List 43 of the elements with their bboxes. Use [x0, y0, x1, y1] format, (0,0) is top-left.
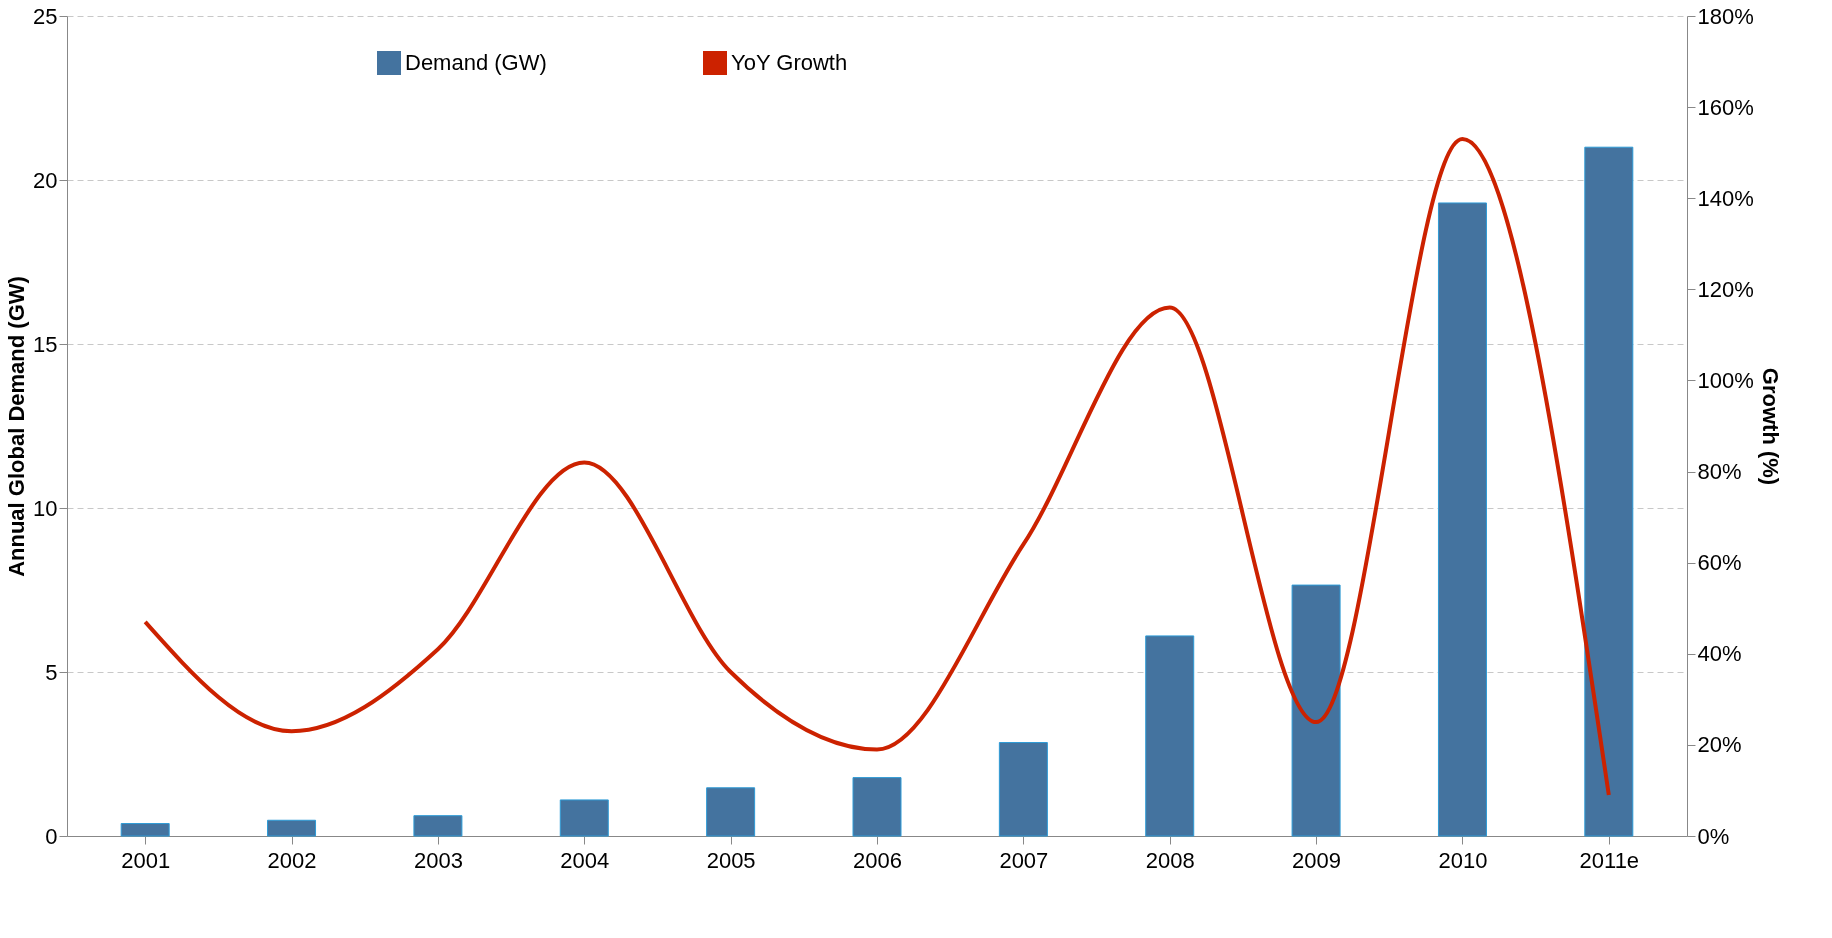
y2-tick-label: 20% [1697, 732, 1742, 758]
x-tick-label: 2006 [853, 847, 902, 873]
bar [1437, 202, 1487, 837]
y2-tick-label: 0% [1697, 823, 1730, 849]
bar [706, 787, 756, 837]
bar [1584, 146, 1634, 837]
bar [413, 815, 463, 837]
x-tick-label: 2004 [560, 847, 610, 873]
bar [120, 823, 170, 837]
y2-tick-label: 120% [1697, 276, 1754, 302]
line-series [143, 137, 1611, 797]
x-tick-label: 2003 [413, 847, 463, 873]
y2-tick-label: 80% [1697, 459, 1742, 485]
y-tick-label: 15 [33, 331, 58, 357]
x-tick-label: 2011e [1579, 847, 1640, 873]
y-axis-title: Annual Global Demand (GW) [4, 276, 30, 577]
y2-tick-label: 60% [1697, 550, 1742, 576]
legend-label: YoY Growth [731, 50, 848, 75]
bar [1145, 635, 1195, 837]
x-tick-label: 2007 [999, 847, 1049, 873]
bar [998, 742, 1048, 837]
x-tick-label: 2002 [267, 847, 317, 873]
y2-tick-label: 40% [1697, 641, 1742, 667]
y-tick-label: 25 [33, 3, 58, 29]
x-tick-label: 2008 [1145, 847, 1195, 873]
y2-tick-label: 100% [1697, 367, 1754, 393]
y-tick-label: 20 [33, 167, 58, 193]
x-tick-label: 2010 [1438, 847, 1488, 873]
bar [852, 777, 902, 837]
y2-tick-label: 140% [1697, 185, 1754, 211]
bar [1291, 584, 1341, 837]
y-tick-label: 10 [33, 495, 58, 521]
x-tick-label: 2005 [706, 847, 756, 873]
bar [559, 799, 609, 837]
bar [267, 819, 317, 837]
y2-tick-label: 160% [1697, 94, 1754, 120]
y-tick-label: 5 [45, 659, 58, 685]
y2-axis-title: Growth (%) [1757, 367, 1783, 486]
x-tick-label: 2009 [1292, 847, 1342, 873]
y-tick-label: 0 [45, 823, 58, 849]
x-tick-label: 2001 [121, 847, 171, 873]
y2-tick-label: 180% [1697, 3, 1754, 29]
legend-label: Demand (GW) [405, 50, 547, 75]
